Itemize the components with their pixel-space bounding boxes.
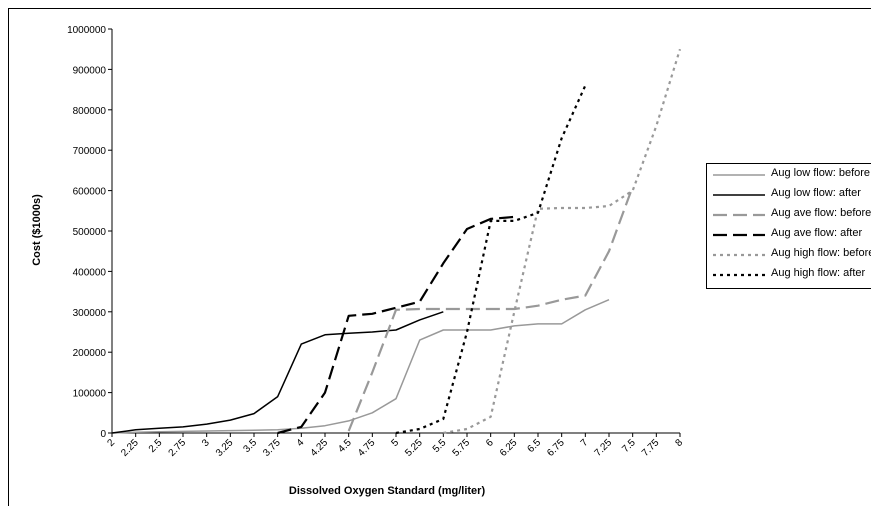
y-tick-label: 100000: [73, 389, 107, 400]
legend-swatch: [713, 253, 765, 257]
y-tick-label: 0: [100, 429, 106, 440]
series-line-4: [443, 48, 682, 435]
x-tick-label: 3.25: [214, 437, 236, 459]
x-tick-label: 3.5: [242, 437, 260, 455]
legend-label: Aug ave flow: before: [771, 207, 871, 219]
x-tick-label: 2.25: [119, 437, 141, 459]
legend-swatch: [713, 213, 765, 217]
legend-item: Aug ave flow: before: [711, 206, 871, 224]
x-tick-label: 7.25: [593, 437, 615, 459]
legend-item: Aug high flow: after: [711, 266, 871, 284]
y-axis-label: Cost ($1000s): [31, 194, 43, 266]
series-line-2: [347, 186, 634, 432]
x-tick-label: 2.75: [167, 437, 189, 459]
x-tick-label: 5: [389, 437, 401, 449]
x-tick-label: 5.25: [403, 437, 425, 459]
legend-label: Aug low flow: before: [771, 167, 871, 179]
y-tick-label: 300000: [73, 308, 107, 319]
x-tick-label: 6.5: [526, 437, 544, 455]
legend-label: Aug high flow: before: [771, 247, 871, 259]
legend-label: Aug high flow: after: [771, 267, 866, 279]
x-tick-label: 6.75: [545, 437, 567, 459]
legend-item: Aug low flow: before: [711, 166, 871, 184]
x-tick-label: 4.25: [309, 437, 331, 459]
series-lines: [111, 48, 682, 435]
x-tick-label: 7: [579, 437, 591, 449]
y-tick-label: 800000: [73, 106, 107, 117]
y-tick-label: 700000: [73, 146, 107, 157]
chart-frame: [8, 8, 871, 506]
x-tick-label: 5.75: [451, 437, 473, 459]
x-tick-label: 6.25: [498, 437, 520, 459]
axes: 0 100000 200000 300000 400000 500000 600000 700…: [67, 25, 685, 459]
legend-label: Aug low flow: after: [771, 187, 861, 199]
legend-swatch: [713, 174, 765, 176]
x-tick-label: 4.75: [356, 437, 378, 459]
x-tick-label: 6: [484, 437, 496, 449]
x-tick-label: 3: [200, 437, 212, 449]
legend-swatch: [713, 194, 765, 196]
x-axis-label: Dissolved Oxygen Standard (mg/liter): [289, 485, 486, 497]
y-tick-label: 200000: [73, 348, 107, 359]
legend-swatch: [713, 233, 765, 237]
legend-item: Aug ave flow: after: [711, 226, 871, 244]
series-line-1: [111, 311, 444, 434]
y-tick-label: 1000000: [67, 25, 106, 36]
x-tick-label: 2.5: [147, 437, 165, 455]
y-tick-label: 900000: [73, 65, 107, 76]
x-tick-label: 7.75: [640, 437, 662, 459]
x-tick-label: 3.75: [261, 437, 283, 459]
x-tick-label: 4.5: [336, 437, 354, 455]
legend: Aug low flow: before Aug low flow: after A…: [706, 163, 871, 289]
legend-item: Aug high flow: before: [711, 246, 871, 264]
legend-item: Aug low flow: after: [711, 186, 871, 204]
series-line-3: [277, 215, 515, 435]
series-line-0: [111, 299, 610, 434]
series-line-5: [395, 85, 587, 435]
x-tick-label: 8: [673, 437, 685, 449]
legend-label: Aug ave flow: after: [771, 227, 863, 239]
y-tick-label: 400000: [73, 267, 107, 278]
x-tick-label: 5.5: [431, 437, 449, 455]
x-tick-label: 4: [295, 437, 307, 449]
y-tick-label: 600000: [73, 187, 107, 198]
x-tick-label: 2: [105, 437, 117, 449]
y-tick-label: 500000: [73, 227, 107, 238]
legend-swatch: [713, 273, 765, 277]
x-tick-label: 7.5: [620, 437, 638, 455]
